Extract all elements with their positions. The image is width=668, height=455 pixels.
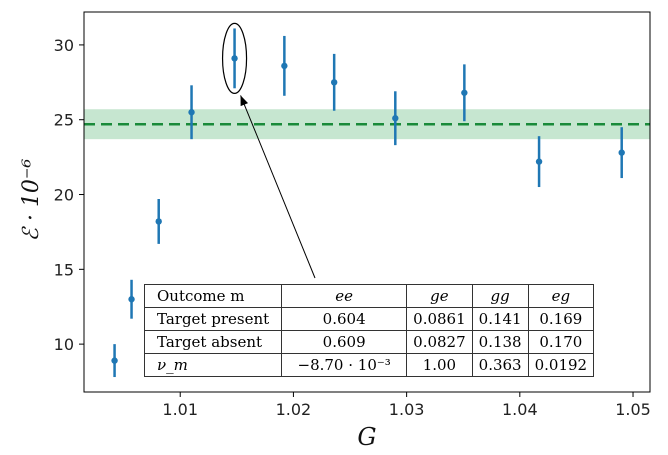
y-tick-label: 30 xyxy=(54,36,74,55)
data-point xyxy=(188,109,195,116)
table-cell: Outcome m xyxy=(143,284,283,308)
table-header-row: Outcome m ee ge gg eg xyxy=(143,284,595,308)
x-tick-label: 1.02 xyxy=(276,400,312,419)
table-cell: ν_m xyxy=(143,353,283,377)
table-cell: 0.0827 xyxy=(406,330,473,354)
data-point xyxy=(111,357,118,364)
table-row: Target present 0.604 0.0861 0.141 0.169 xyxy=(143,307,595,331)
table-cell: 0.363 xyxy=(471,353,529,377)
data-point xyxy=(461,89,468,96)
x-axis-ticks: 1.01 1.02 1.03 1.04 1.05 xyxy=(162,392,651,419)
y-tick-label: 10 xyxy=(54,335,74,354)
highlight-arrow xyxy=(240,95,316,279)
y-tick-label: 20 xyxy=(54,186,74,205)
table-cell: ge xyxy=(406,284,473,308)
table-cell: 0.138 xyxy=(471,330,529,354)
x-tick-label: 1.03 xyxy=(389,400,425,419)
table-cell: eg xyxy=(527,284,595,308)
data-point xyxy=(392,115,399,122)
table-cell: 0.609 xyxy=(281,330,408,354)
plot-frame xyxy=(83,11,651,393)
data-point xyxy=(128,296,135,303)
x-tick-label: 1.01 xyxy=(162,400,198,419)
table-cell: 1.00 xyxy=(406,353,473,377)
table-cell: gg xyxy=(471,284,529,308)
arrowhead xyxy=(240,95,249,107)
table-cell: 0.141 xyxy=(471,307,529,331)
x-axis-label: G xyxy=(357,423,376,451)
data-point xyxy=(618,149,625,156)
table-cell: 0.170 xyxy=(527,330,595,354)
table-cell: 0.169 xyxy=(527,307,595,331)
table-cell: Target present xyxy=(143,307,283,331)
table-cell: 0.0192 xyxy=(527,353,595,377)
table-row: ν_m −8.70 · 10⁻³ 1.00 0.363 0.0192 xyxy=(143,353,595,377)
data-point xyxy=(231,55,238,62)
data-point xyxy=(155,218,162,225)
outcome-table: Outcome m ee ge gg eg Target present 0.6… xyxy=(143,284,595,377)
table-cell: 0.604 xyxy=(281,307,408,331)
data-point xyxy=(535,158,543,165)
table-cell: Target absent xyxy=(143,330,283,354)
y-tick-label: 25 xyxy=(54,111,74,130)
table-cell: 0.0861 xyxy=(406,307,473,331)
y-tick-label: 15 xyxy=(54,260,74,279)
y-axis-label: ℰ · 10⁻⁶ xyxy=(19,158,44,241)
data-point xyxy=(330,79,338,86)
data-points xyxy=(111,28,625,378)
table-cell: −8.70 · 10⁻³ xyxy=(281,353,408,377)
table-row: Target absent 0.609 0.0827 0.138 0.170 xyxy=(143,330,595,354)
data-point xyxy=(281,62,288,70)
table-cell: ee xyxy=(281,284,408,308)
x-tick-label: 1.05 xyxy=(615,400,651,419)
highlight-ellipse xyxy=(221,22,248,94)
x-tick-label: 1.04 xyxy=(502,400,538,419)
y-axis-ticks: 10 15 20 25 30 xyxy=(54,36,84,354)
